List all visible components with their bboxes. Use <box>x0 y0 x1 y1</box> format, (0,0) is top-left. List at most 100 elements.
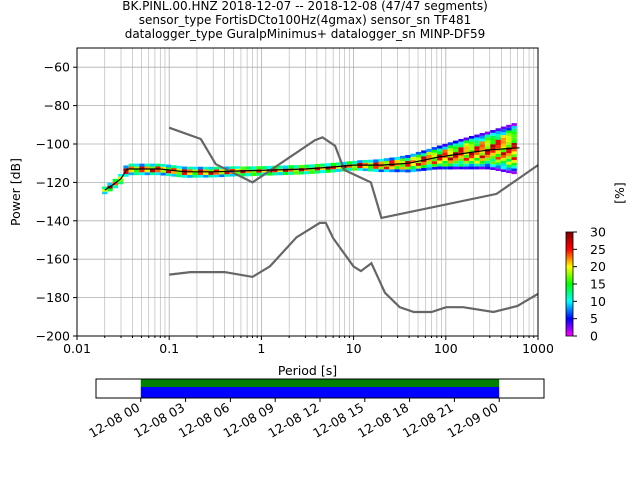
ppsd-cell <box>304 171 310 175</box>
ppsd-cell <box>453 146 459 150</box>
ppsd-cell <box>389 160 395 164</box>
ppsd-cell <box>500 166 507 170</box>
ppsd-cell <box>320 169 326 174</box>
ppsd-cell <box>415 163 422 166</box>
ppsd-cell <box>118 181 124 185</box>
ppsd-cell <box>474 163 480 167</box>
ppsd-cell <box>298 164 305 169</box>
ppsd-cell <box>378 158 384 162</box>
ppsd-cell <box>176 165 182 169</box>
ppsd-cell <box>277 172 283 176</box>
ppsd-cell <box>330 166 337 170</box>
ppsd-cell <box>437 151 443 155</box>
title-line-2: sensor_type FortisDCto100Hz(4gmax) senso… <box>139 13 471 27</box>
ppsd-cell <box>144 163 150 167</box>
colorbar-tick-label: 5 <box>590 311 598 326</box>
ppsd-cell <box>468 158 475 162</box>
ppsd-cell <box>468 138 475 142</box>
ppsd-cell <box>325 169 331 173</box>
ppsd-cell <box>357 168 363 171</box>
ppsd-cell <box>203 172 209 175</box>
ppsd-cell <box>447 145 454 149</box>
x-tick-label: 100 <box>434 341 458 356</box>
ppsd-cell <box>458 166 464 170</box>
ppsd-cell <box>474 137 480 141</box>
colorbar-tick-label: 0 <box>590 329 598 344</box>
ppsd-cell <box>139 166 145 170</box>
ppsd-cell <box>479 147 485 150</box>
ppsd-cell <box>431 158 438 162</box>
ppsd-cell <box>506 124 512 128</box>
ppsd-cell <box>378 161 384 165</box>
ppsd-cell <box>474 160 480 164</box>
ppsd-cell <box>442 158 448 161</box>
ppsd-cell <box>468 163 475 167</box>
ppsd-cell <box>378 169 384 173</box>
ppsd-cell <box>463 146 469 150</box>
ppsd-cell <box>500 160 507 164</box>
ppsd-cell <box>325 166 331 170</box>
ppsd-cell <box>458 149 464 153</box>
ppsd-cell <box>229 166 236 169</box>
ppsd-cell <box>208 172 214 175</box>
ppsd-cell <box>421 156 427 160</box>
ppsd-cell <box>160 166 166 170</box>
ppsd-cell <box>362 159 368 163</box>
ppsd-cell <box>495 151 501 154</box>
ppsd-cell <box>500 135 507 138</box>
ppsd-cell <box>495 133 501 137</box>
ppsd-cell <box>250 172 257 177</box>
ppsd-cell <box>282 168 289 172</box>
ppsd-cell <box>421 165 427 168</box>
ppsd-cell <box>458 141 464 145</box>
ppsd-cell <box>490 147 496 150</box>
ppsd-cell <box>511 159 517 163</box>
ppsd-cell <box>352 160 358 165</box>
ppsd-cell <box>405 169 411 173</box>
ppsd-cell <box>453 155 459 158</box>
ppsd-cell <box>474 149 480 152</box>
ppsd-cell <box>352 164 358 168</box>
ppsd-cell <box>346 164 353 168</box>
ppsd-cell <box>187 172 193 175</box>
ppsd-cell <box>123 171 129 174</box>
ppsd-cell <box>245 172 251 177</box>
ppsd-cell <box>463 140 469 144</box>
ppsd-cell <box>261 169 267 173</box>
ppsd-cell <box>325 163 331 167</box>
ppsd-cell <box>394 166 400 170</box>
y-tick-label: −180 <box>36 290 70 305</box>
ppsd-cell <box>442 149 448 153</box>
ppsd-cell <box>490 129 496 133</box>
ppsd-cell <box>373 168 379 172</box>
ppsd-cell <box>373 165 379 169</box>
ppsd-cell <box>500 129 507 133</box>
ppsd-cell <box>463 160 469 164</box>
ppsd-cell <box>314 170 321 174</box>
ppsd-cell <box>511 131 517 135</box>
title-line-1: BK.PINL.00.HNZ 2018-12-07 -- 2018-12-08 … <box>122 0 488 13</box>
ppsd-cell <box>453 163 459 167</box>
ppsd-cell <box>362 165 368 169</box>
ppsd-cell <box>261 166 267 170</box>
ppsd-cell <box>203 174 209 178</box>
ppsd-cell <box>506 164 512 168</box>
ppsd-cell <box>511 148 517 152</box>
ppsd-cell <box>224 171 230 175</box>
ppsd-cell <box>511 140 517 143</box>
ppsd-cell <box>165 173 172 177</box>
ppsd-cell <box>506 161 512 165</box>
ppsd-cell <box>224 174 230 177</box>
ppsd-cell <box>474 146 480 150</box>
ppsd-cell <box>250 166 257 170</box>
ppsd-cell <box>383 158 390 161</box>
ppsd-cell <box>155 163 161 167</box>
ppsd-cell <box>133 169 140 173</box>
ppsd-cell <box>463 149 469 153</box>
ppsd-cell <box>511 157 517 160</box>
ppsd-cell <box>176 168 182 172</box>
ppsd-cell <box>500 137 507 141</box>
ppsd-cell <box>149 169 156 173</box>
ppsd-cell <box>479 158 485 161</box>
ppsd-cell <box>213 169 220 173</box>
